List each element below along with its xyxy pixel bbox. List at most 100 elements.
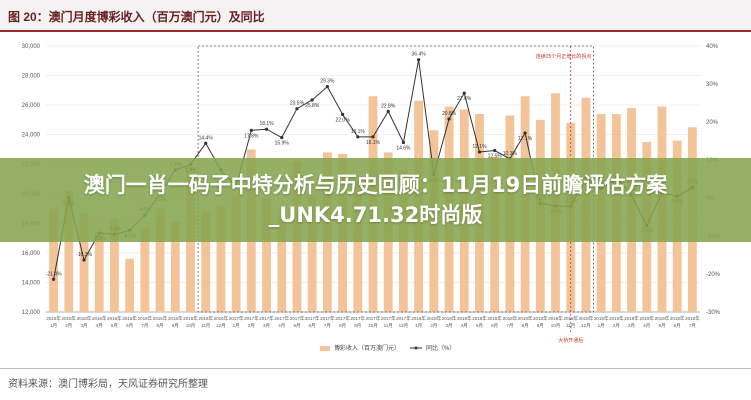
- source-note: 资料来源：澳门博彩局，天风证券研究所整理: [8, 379, 208, 390]
- yoy-data-label: 20.8%: [442, 111, 457, 117]
- yoy-point: [264, 127, 269, 131]
- x-tick-label: 2018年 8月: [518, 315, 533, 329]
- yoy-data-label: 22.0%: [335, 117, 350, 123]
- right-tick-label: 20%: [706, 120, 719, 126]
- x-tick-label: 2016年 6月: [122, 315, 137, 329]
- x-tick-label: 2016年 12月: [214, 315, 229, 329]
- yoy-point: [249, 128, 253, 132]
- x-tick-label: 2018年 1月: [411, 315, 426, 329]
- revenue-bar: [49, 208, 59, 312]
- right-tick-label: 30%: [706, 82, 719, 88]
- header-rule: [0, 30, 751, 32]
- yoy-data-label: 36.4%: [412, 52, 427, 58]
- legend-swatch-revenue: [320, 346, 330, 351]
- revenue-bar: [140, 227, 150, 312]
- x-tick-label: 2018年 4月: [457, 315, 472, 329]
- left-tick-label: 12,000: [22, 310, 41, 316]
- yoy-point: [52, 277, 56, 281]
- revenue-bar: [110, 218, 119, 312]
- yoy-data-label: 12.1%: [472, 144, 487, 150]
- yoy-data-label: 18.1%: [259, 121, 274, 127]
- yoy-point: [204, 141, 208, 145]
- yoy-data-label: -21.4%: [46, 271, 62, 277]
- x-tick-label: 2017年 4月: [274, 315, 289, 329]
- x-tick-label: 2016年 9月: [168, 315, 183, 329]
- x-tick-label: 2019年 5月: [655, 315, 670, 329]
- yoy-point: [447, 117, 451, 121]
- x-tick-label: 2017年 12月: [396, 315, 411, 329]
- yoy-point: [371, 135, 375, 139]
- yoy-point: [280, 135, 284, 140]
- x-tick-label: 2019年 1月: [594, 315, 609, 329]
- x-tick-label: 2019年 3月: [624, 315, 639, 329]
- overlay-banner: 澳门一肖一码子中特分析与历史回顾：11月19日前瞻评估方案_UNK4.71.32…: [0, 158, 751, 242]
- x-tick-label: 2017年 2月: [244, 315, 259, 329]
- revenue-bar: [216, 205, 226, 312]
- x-tick-label: 2017年 9月: [351, 315, 366, 329]
- x-tick-label: 2016年 3月: [77, 315, 92, 329]
- revenue-bar: [307, 196, 317, 312]
- legend-label-revenue: 博彩收入（百万澳门元）: [334, 344, 400, 352]
- yoy-data-label: 17.8%: [244, 133, 259, 139]
- yoy-data-label: 27.6%: [457, 96, 472, 102]
- x-tick-label: 2016年 11月: [198, 315, 213, 329]
- yoy-point: [325, 85, 329, 89]
- x-tick-label: 2016年 2月: [62, 315, 77, 329]
- footer-rule: [0, 368, 751, 369]
- revenue-bar: [64, 190, 74, 312]
- x-tick-label: 2016年 8月: [153, 315, 168, 329]
- x-tick-label: 2018年 6月: [487, 315, 502, 329]
- yoy-point: [462, 91, 466, 95]
- x-tick-label: 2018年 10月: [548, 315, 563, 329]
- yoy-data-label: 22.8%: [381, 103, 396, 109]
- yoy-data-label: 15.9%: [275, 141, 290, 147]
- yoy-point: [82, 258, 86, 262]
- yoy-data-label: -16.3%: [76, 252, 92, 258]
- left-tick-label: 30,000: [22, 44, 41, 50]
- right-tick-label: -30%: [706, 310, 721, 316]
- yoy-data-label: 25.8%: [305, 103, 320, 109]
- left-tick-label: 28,000: [22, 74, 41, 80]
- x-tick-label: 2019年 4月: [640, 315, 655, 329]
- revenue-bar: [262, 198, 271, 312]
- right-tick-label: 40%: [706, 44, 719, 50]
- x-tick-label: 2018年 9月: [533, 315, 548, 329]
- left-tick-label: 14,000: [22, 280, 41, 286]
- bridge-label: 大桥开通后: [558, 337, 583, 344]
- right-tick-label: -20%: [706, 272, 721, 278]
- revenue-bar: [125, 258, 135, 312]
- yoy-point: [401, 140, 406, 145]
- yoy-point: [417, 58, 421, 62]
- yoy-data-label: 14.6%: [396, 146, 411, 152]
- x-tick-label: 2016年 1月: [46, 315, 61, 329]
- yoy-data-label: 12.5%: [488, 154, 503, 160]
- x-tick-label: 2018年 5月: [472, 315, 487, 329]
- yoy-point: [310, 98, 314, 102]
- yoy-point: [493, 148, 497, 153]
- figure-header: 图 20：澳门月度博彩收入（百万澳门元）及同比: [0, 0, 751, 30]
- x-tick-label: 2016年 7月: [138, 315, 153, 329]
- chart-legend: 博彩收入（百万澳门元） 同比（%）: [320, 344, 455, 352]
- x-tick-label: 2017年 1月: [229, 315, 244, 329]
- x-tick-label: 2018年 7月: [503, 315, 518, 329]
- x-tick-label: 2019年 7月: [685, 315, 700, 329]
- x-tick-label: 2016年 10月: [183, 315, 198, 329]
- yoy-data-label: 16.1%: [366, 140, 381, 146]
- revenue-bar: [79, 212, 89, 312]
- figure-title: 图 20：澳门月度博彩收入（百万澳门元）及同比: [8, 10, 265, 24]
- x-tick-label: 2016年 4月: [92, 315, 107, 329]
- yoy-point: [356, 135, 360, 139]
- revenue-bar: [231, 195, 241, 312]
- x-tick-label: 2016年 5月: [107, 315, 122, 329]
- x-tick-label: 2017年 10月: [366, 315, 381, 329]
- revenue-bar: [170, 221, 180, 312]
- legend-marker-yoy: [414, 346, 418, 350]
- x-tick-label: 2019年 6月: [670, 315, 685, 329]
- yoy-point: [295, 107, 299, 111]
- x-tick-label: 2017年 8月: [335, 315, 350, 329]
- legend-label-yoy: 同比（%）: [426, 344, 455, 352]
- left-tick-label: 24,000: [22, 133, 41, 139]
- revenue-bar: [155, 208, 165, 312]
- yoy-data-label: 29.3%: [320, 79, 335, 85]
